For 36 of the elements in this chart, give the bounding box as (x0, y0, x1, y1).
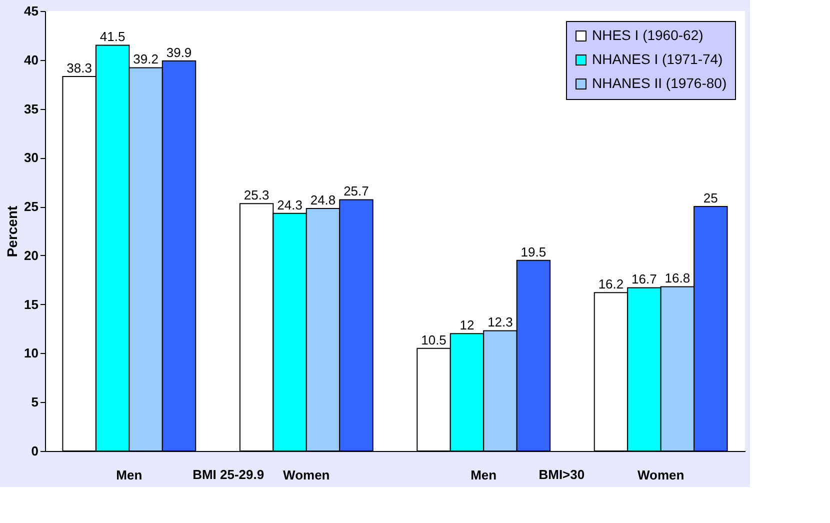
legend-label: NHANES I (1971-74) (592, 51, 723, 67)
y-tick-label: 35 (24, 101, 38, 116)
data-label: 25.7 (344, 184, 369, 199)
x-tick-label: Men (116, 468, 142, 482)
data-label: 39.2 (133, 52, 158, 67)
text: BMI 25-29.9 (192, 467, 264, 482)
x-tick-label: Women (283, 468, 330, 482)
y-tick-label: 15 (24, 296, 38, 312)
x-tick-label: Men (470, 468, 497, 482)
data-label: 12.3 (488, 314, 513, 330)
data-label: 24.8 (310, 192, 336, 208)
y-tick-label: 25 (24, 199, 38, 214)
y-tick-label: 30 (24, 150, 38, 166)
text: BMI>30 (538, 467, 585, 482)
y-tick-label: 0 (31, 444, 38, 458)
x-tick-label: Women (637, 468, 684, 482)
data-label: 24.3 (277, 197, 302, 212)
data-label: 25.3 (244, 188, 270, 203)
data-label: 25 (703, 190, 718, 206)
y-tick-label: 40 (24, 52, 38, 68)
data-label: 16.2 (598, 276, 624, 292)
data-label: 41.5 (100, 29, 126, 44)
y-tick-label: 10 (24, 346, 38, 361)
data-label: 16.7 (632, 272, 657, 287)
legend-label: NHES I (1960-62) (592, 27, 704, 43)
data-label: 38.3 (66, 60, 92, 76)
y-tick-label: 20 (24, 248, 38, 263)
data-label: 39.9 (166, 44, 192, 60)
data-label: 10.5 (421, 332, 446, 348)
y-tick-label: 45 (24, 4, 38, 18)
data-label: 12 (460, 318, 474, 333)
data-label: 19.5 (520, 244, 546, 260)
data-label: 16.8 (664, 270, 690, 286)
legend-label: NHANES II (1976-80) (592, 75, 727, 91)
y-tick-label: 5 (31, 394, 38, 410)
y-axis-title: Percent (4, 205, 20, 258)
